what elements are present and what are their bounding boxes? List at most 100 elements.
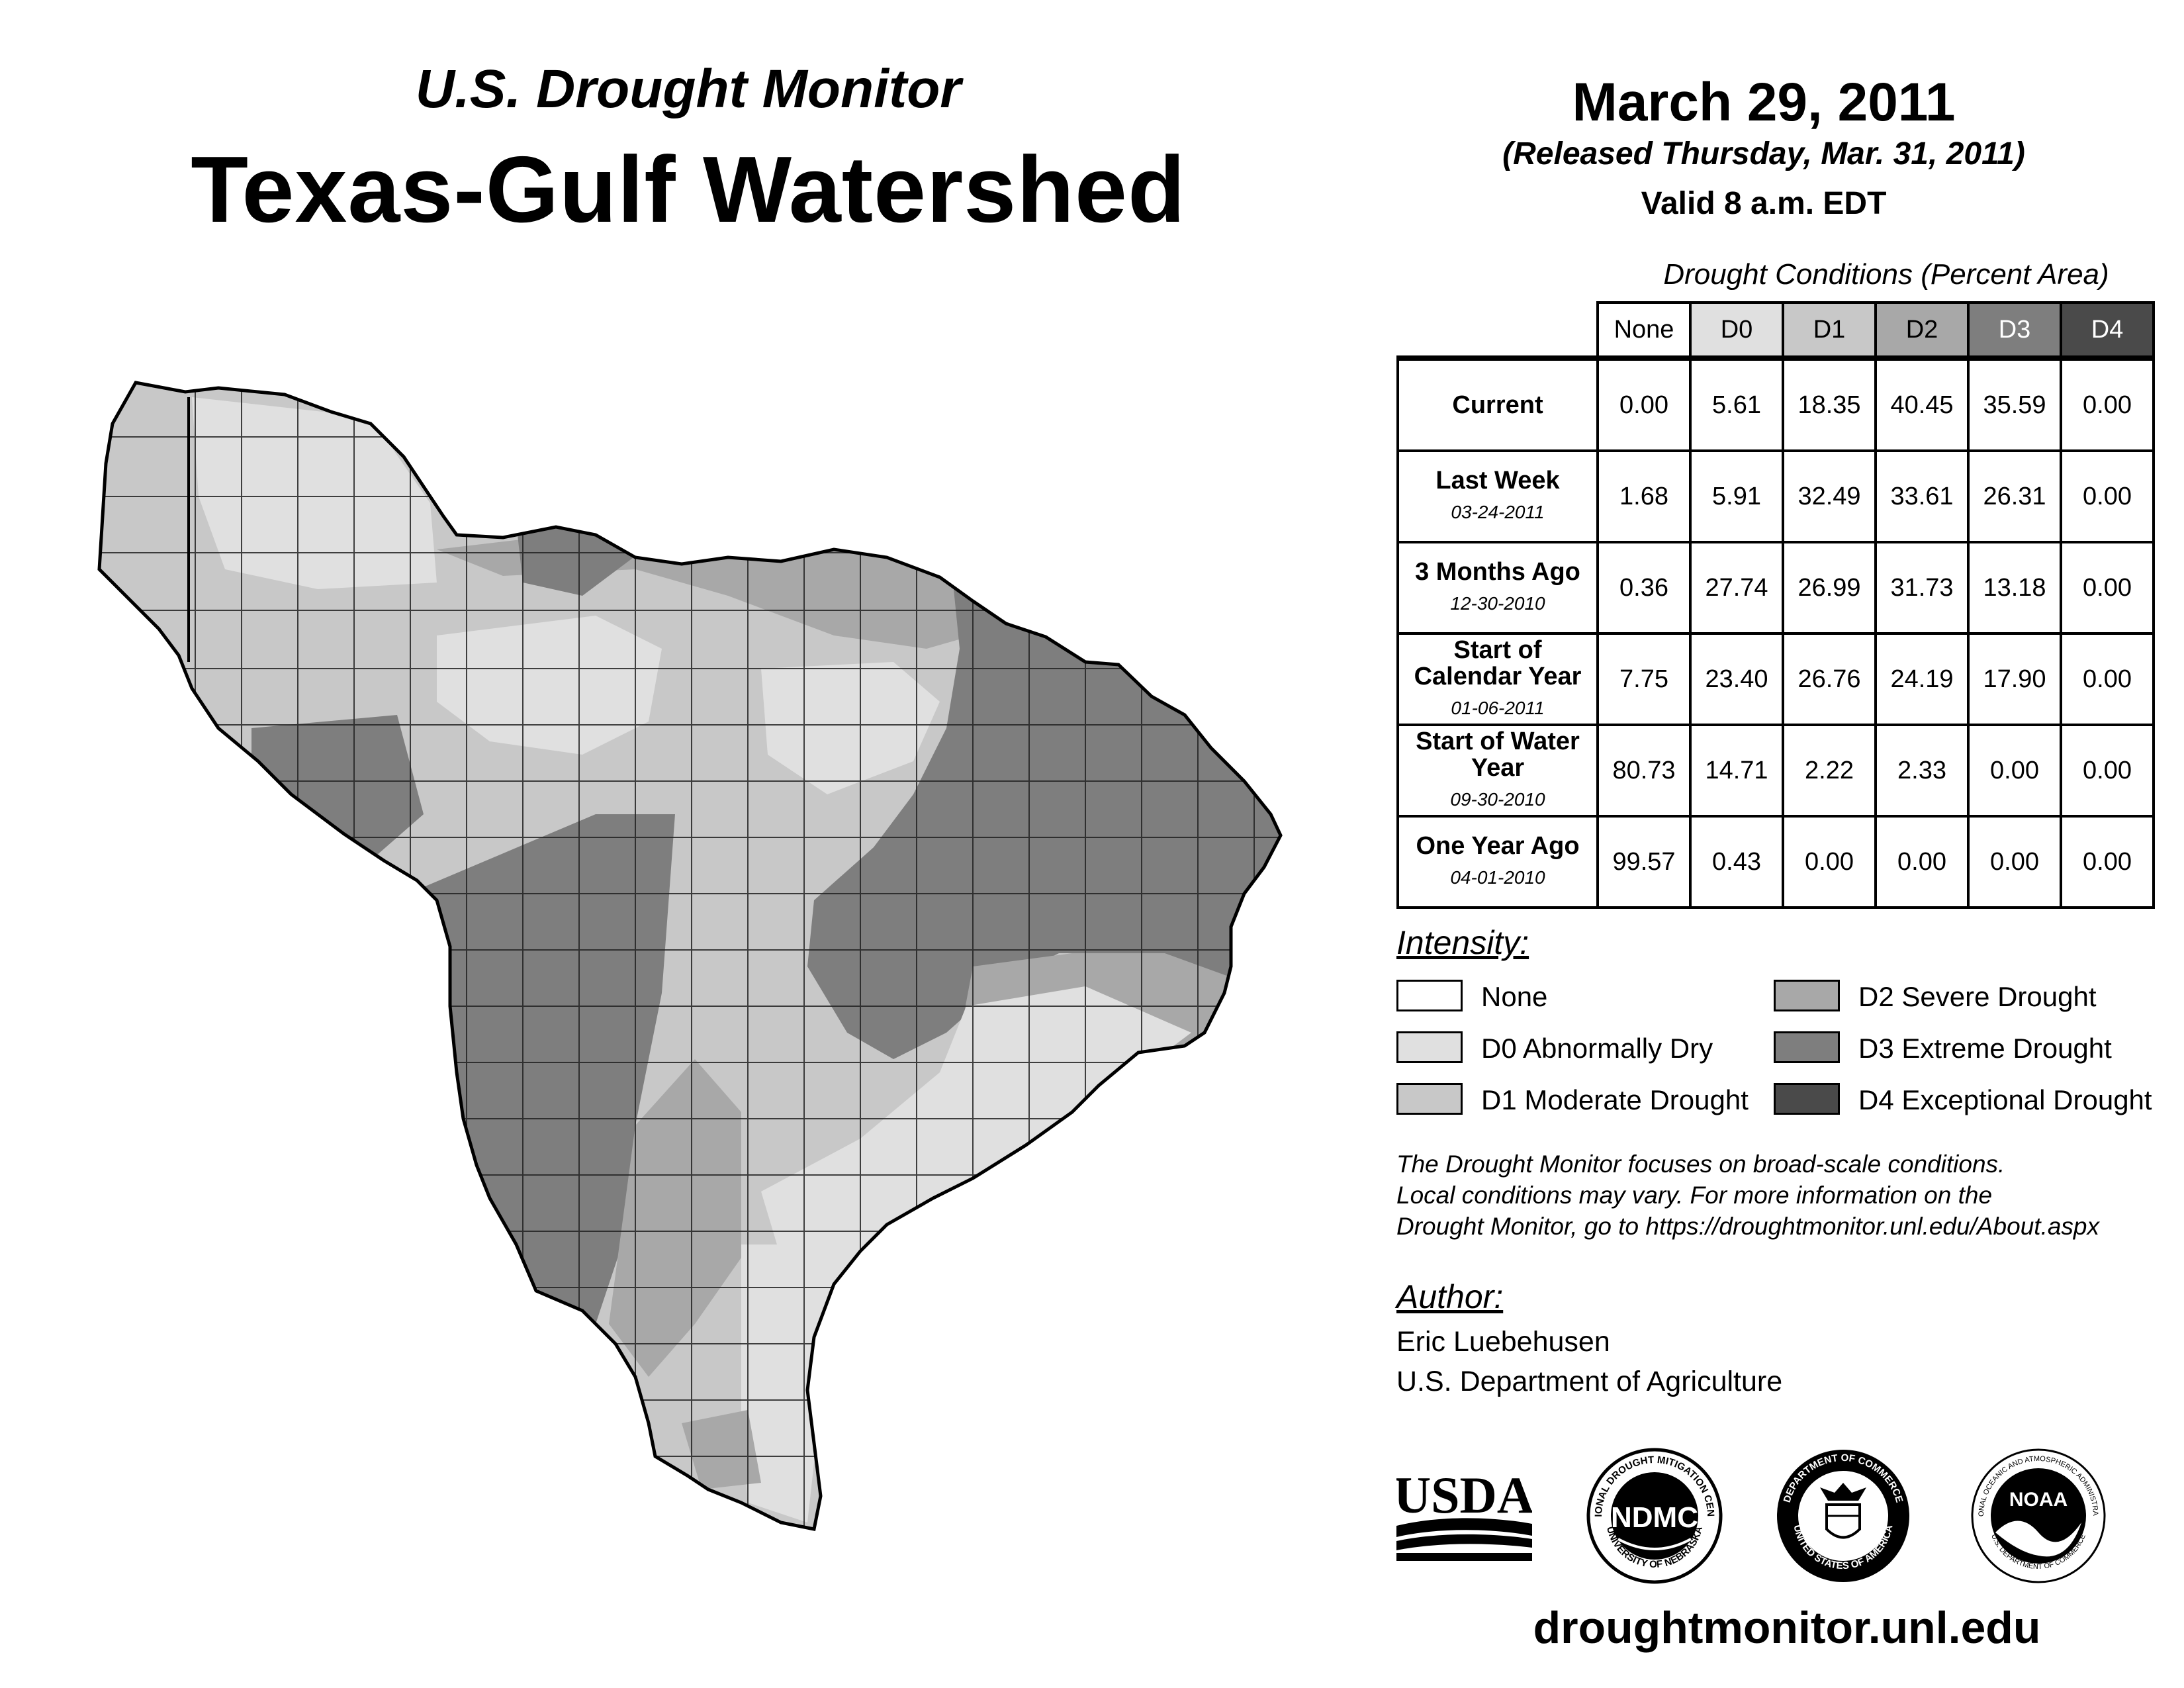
table-cell: 13.18 <box>1967 541 2062 635</box>
ndmc-logo: NATIONAL DROUGHT MITIGATION CENTER UNIVE… <box>1585 1446 1723 1584</box>
table-cell: 0.00 <box>1874 815 1970 909</box>
table-cell: 0.00 <box>2060 724 2155 818</box>
row-label: Start of Calendar Year 01-06-2011 <box>1396 632 1599 726</box>
commerce-seal-logo: DEPARTMENT OF COMMERCE UNITED STATES OF … <box>1777 1450 1909 1582</box>
table-cell: 31.73 <box>1874 541 1970 635</box>
watershed-map <box>86 371 1297 1549</box>
monitor-subtitle: U.S. Drought Monitor <box>415 59 962 119</box>
legend-label: D3 Extreme Drought <box>1858 1033 2112 1064</box>
table-cell: 0.00 <box>1782 815 1877 909</box>
table-row: Start of Calendar Year 01-06-2011 7.75 23… <box>1396 632 2155 726</box>
table-cell: 27.74 <box>1689 541 1784 635</box>
legend-label: D2 Severe Drought <box>1858 981 2097 1012</box>
table-cell: 35.59 <box>1967 357 2062 452</box>
map-date: March 29, 2011 <box>1572 72 1956 132</box>
table-cell: 0.00 <box>1967 724 2062 818</box>
table-cell: 5.61 <box>1689 357 1784 452</box>
usda-logo-text: USDA <box>1396 1466 1532 1524</box>
row-date: 12-30-2010 <box>1450 593 1545 614</box>
table-cell: 0.36 <box>1596 541 1692 635</box>
note-line: The Drought Monitor focuses on broad-sca… <box>1396 1150 2005 1178</box>
legend-swatch <box>1774 1083 1840 1115</box>
row-label: Current <box>1396 357 1599 452</box>
col-header-d0: D0 <box>1689 301 1784 359</box>
table-row: 3 Months Ago 12-30-2010 0.36 27.74 26.99 … <box>1396 541 2155 635</box>
legend-label: D0 Abnormally Dry <box>1481 1033 1713 1064</box>
table-cell: 7.75 <box>1596 632 1692 726</box>
row-date: 03-24-2011 <box>1451 502 1545 522</box>
table-cell: 24.19 <box>1874 632 1970 726</box>
table-caption: Drought Conditions (Percent Area) <box>1663 258 2109 291</box>
row-label-text: Start of Calendar Year <box>1414 636 1582 690</box>
row-label-text: One Year Ago <box>1416 832 1580 860</box>
table-cell: 26.31 <box>1967 449 2062 543</box>
row-label-text: Start of Water Year <box>1416 727 1580 782</box>
table-row: Current 0.00 5.61 18.35 40.45 35.59 0.00 <box>1396 357 2155 452</box>
table-corner <box>1398 303 1598 358</box>
col-header-none: None <box>1596 301 1692 359</box>
row-label: Last Week 03-24-2011 <box>1396 449 1599 543</box>
eagle-icon <box>1820 1483 1866 1501</box>
legend-swatch <box>1774 1031 1840 1063</box>
table-row: Start of Water Year 09-30-2010 80.73 14.7… <box>1396 724 2155 818</box>
row-label-text: 3 Months Ago <box>1415 558 1580 586</box>
author-name: Eric Luebehusen <box>1396 1326 1610 1358</box>
legend-label: None <box>1481 981 1548 1012</box>
table-cell: 0.00 <box>2060 449 2155 543</box>
table-cell: 0.00 <box>2060 541 2155 635</box>
note-line: Drought Monitor, go to https://droughtmo… <box>1396 1213 2099 1240</box>
ndmc-logo-text: NDMC <box>1611 1501 1698 1534</box>
table-cell: 80.73 <box>1596 724 1692 818</box>
row-label: Start of Water Year 09-30-2010 <box>1396 724 1599 818</box>
legend-swatch <box>1396 980 1463 1011</box>
release-date: (Released Thursday, Mar. 31, 2011) <box>1502 136 2025 171</box>
row-label-text: Last Week <box>1435 467 1560 494</box>
table-cell: 2.33 <box>1874 724 1970 818</box>
legend-swatch <box>1396 1083 1463 1115</box>
footer-url[interactable]: droughtmonitor.unl.edu <box>1533 1603 2041 1653</box>
table-cell: 0.00 <box>1596 357 1692 452</box>
noaa-logo: NATIONAL OCEANIC AND ATMOSPHERIC ADMINIS… <box>1969 1446 2106 1583</box>
table-cell: 17.90 <box>1967 632 2062 726</box>
disclaimer-note: The Drought Monitor focuses on broad-sca… <box>1396 1149 2099 1242</box>
legend-swatch <box>1396 1031 1463 1063</box>
usda-logo: USDA <box>1396 1466 1532 1561</box>
drought-conditions-table: None D0 D1 D2 D3 D4 Current 0.00 5.61 18… <box>1396 301 2155 909</box>
col-header-d1: D1 <box>1782 301 1877 359</box>
table-cell: 0.00 <box>1967 815 2062 909</box>
table-cell: 23.40 <box>1689 632 1784 726</box>
table-cell: 32.49 <box>1782 449 1877 543</box>
table-row: One Year Ago 04-01-2010 99.57 0.43 0.00 0… <box>1396 815 2155 909</box>
table-cell: 40.45 <box>1874 357 1970 452</box>
table-row: Last Week 03-24-2011 1.68 5.91 32.49 33.6… <box>1396 449 2155 543</box>
author-organization: U.S. Department of Agriculture <box>1396 1366 1783 1397</box>
table-cell: 2.22 <box>1782 724 1877 818</box>
col-header-d4: D4 <box>2060 301 2155 359</box>
legend-label: D4 Exceptional Drought <box>1858 1084 2152 1115</box>
shield-icon <box>1825 1503 1861 1539</box>
table-cell: 0.00 <box>2060 632 2155 726</box>
noaa-logo-text: NOAA <box>2009 1489 2068 1511</box>
table-cell: 0.00 <box>2060 357 2155 452</box>
table-cell: 5.91 <box>1689 449 1784 543</box>
note-line: Local conditions may vary. For more info… <box>1396 1182 1993 1209</box>
table-cell: 26.99 <box>1782 541 1877 635</box>
table-cell: 0.00 <box>2060 815 2155 909</box>
row-label: One Year Ago 04-01-2010 <box>1396 815 1599 909</box>
table-cell: 33.61 <box>1874 449 1970 543</box>
legend-swatch <box>1774 980 1840 1011</box>
table-cell: 0.43 <box>1689 815 1784 909</box>
row-date: 09-30-2010 <box>1450 789 1545 810</box>
legend-title: Intensity: <box>1396 924 1529 961</box>
table-cell: 26.76 <box>1782 632 1877 726</box>
row-label: 3 Months Ago 12-30-2010 <box>1396 541 1599 635</box>
row-label-text: Current <box>1452 391 1543 419</box>
col-header-d2: D2 <box>1874 301 1970 359</box>
map-title: Texas-Gulf Watershed <box>191 137 1186 242</box>
legend-label: D1 Moderate Drought <box>1481 1084 1749 1115</box>
col-header-d3: D3 <box>1967 301 2062 359</box>
table-cell: 1.68 <box>1596 449 1692 543</box>
bird-icon <box>1995 1521 2081 1557</box>
table-cell: 18.35 <box>1782 357 1877 452</box>
row-date: 01-06-2011 <box>1451 698 1545 718</box>
